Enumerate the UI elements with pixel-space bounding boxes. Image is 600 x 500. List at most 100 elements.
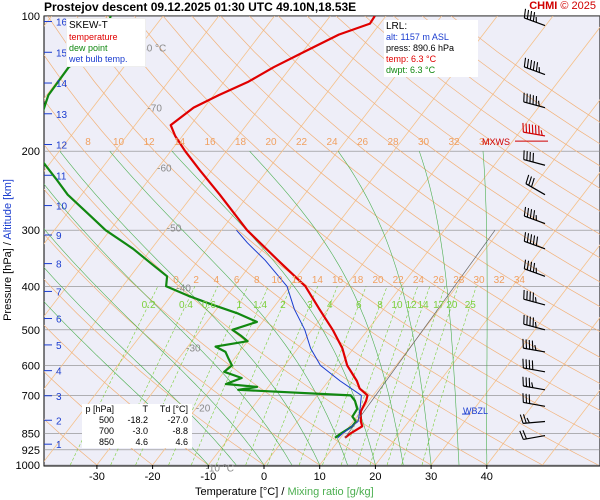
wind-barb-feather: [523, 232, 527, 242]
dry-adiabat-label-top: 26: [357, 137, 369, 148]
y-axis-title-pressure: Pressure [hPa] /: [2, 242, 14, 321]
wind-barb-staff: [523, 101, 546, 109]
wind-barb-feather: [522, 414, 527, 424]
wind-barb-feather: [519, 430, 524, 440]
moist-adiabat-line: [44, 228, 265, 466]
wind-barb-staff: [523, 385, 546, 391]
dry-adiabat-label-mid: 28: [453, 275, 465, 286]
dry-adiabat-label-top: 32: [448, 137, 460, 148]
dry-adiabat-line: [306, 16, 600, 235]
mixing-ratio-label: 17: [433, 300, 445, 311]
mixing-ratio-line: [267, 286, 338, 466]
level-table-header-t: T: [142, 404, 149, 414]
mixing-ratio-label: 2: [280, 300, 286, 311]
pressure-tick-label: 400: [22, 281, 40, 293]
dry-adiabat-label-mid: 26: [433, 275, 445, 286]
wind-barb-staff: [523, 367, 546, 373]
level-table-cell: -18.2: [127, 415, 148, 425]
lrl-dwpt: dwpt: 6.3 °C: [386, 65, 436, 75]
level-table-header-p: p [hPa]: [85, 404, 114, 414]
dry-adiabat-label-top: 16: [204, 137, 216, 148]
dry-adiabat-line: [278, 16, 600, 259]
temperature-tick-label: 30: [425, 471, 437, 483]
mixing-ratio-line: [340, 286, 405, 466]
isotherm-line: [319, 99, 600, 466]
dry-adiabat-label-top: 10: [113, 137, 125, 148]
wind-barb-feather: [534, 322, 537, 328]
altitude-tick-label: 5: [56, 341, 62, 352]
mixing-ratio-label: 4: [327, 300, 333, 311]
mixing-ratio-line: [356, 286, 419, 466]
wind-barb-staff: [524, 215, 546, 225]
mixing-ratio-label: 6: [356, 300, 362, 311]
isotherm-label: -80 °C: [138, 44, 166, 55]
dry-adiabat-label-mid: 16: [332, 275, 344, 286]
wind-barb: [523, 289, 546, 306]
dry-adiabat-label-mid: 4: [214, 275, 220, 286]
wind-barb-feather: [532, 210, 536, 220]
wind-barb-feather: [540, 130, 543, 136]
mixing-ratio-line: [386, 286, 446, 466]
wind-barb-feather: [535, 62, 539, 72]
isotherm-line: [44, 16, 220, 245]
isotherm-line: [44, 16, 331, 390]
legend-item-wetbulb: wet bulb temp.: [69, 54, 128, 64]
altitude-tick-label: 14: [56, 79, 68, 90]
wind-barb-feather: [529, 261, 533, 272]
wind-barb: [522, 393, 546, 407]
mixing-ratio-label: 20: [446, 300, 458, 311]
lrl-temp: temp: 6.3 °C: [386, 54, 437, 64]
altitude-tick-label: 3: [56, 392, 62, 403]
level-table-cell: 4.6: [135, 437, 148, 447]
parcel-path-line: [344, 230, 496, 439]
temperature-tick-label: 40: [481, 471, 493, 483]
level-table-row: 700 -3.0 -8.8: [82, 426, 192, 437]
x-axis-title-temp: Temperature [°C] /: [195, 486, 285, 498]
wind-barb: [523, 8, 546, 27]
dry-adiabat-line: [44, 233, 320, 466]
isotherm-label: -20: [196, 403, 211, 414]
wind-barb: [522, 338, 546, 353]
moist-adiabat-line: [44, 267, 237, 466]
temperature-tick-label: 10: [314, 471, 326, 483]
level-table-cell: 500: [98, 415, 114, 425]
mixing-ratio-label: 0.2: [142, 300, 156, 311]
moist-adiabat-line: [419, 151, 460, 466]
level-table-cell: -3.0: [132, 426, 148, 436]
wind-barb-feather: [534, 344, 537, 351]
legend-title: SKEW-T: [69, 20, 108, 31]
moist-adiabat-line: [249, 150, 404, 466]
mixing-ratio-label: 1.4: [253, 300, 267, 311]
moist-adiabat-line: [337, 151, 432, 466]
dry-adiabat-label-mid: 32: [494, 275, 506, 286]
dry-adiabat-label-top: 12: [143, 137, 155, 148]
wind-barb-feather: [523, 57, 527, 68]
chart-title: Prostejov descent 09.12.2025 01:30 UTC 4…: [44, 0, 357, 14]
dry-adiabat-label-mid: 34: [514, 275, 526, 286]
series-legend: SKEW-T temperature dew point wet bulb te…: [66, 18, 146, 67]
wind-barb-feather: [519, 414, 524, 424]
wind-barb-feather: [532, 61, 536, 71]
wind-barb-feather: [523, 259, 527, 269]
wind-barb-staff: [523, 131, 546, 137]
wind-barb-staff: [524, 66, 546, 76]
pressure-tick-label: 200: [22, 146, 40, 158]
pressure-tick-label: 100: [22, 11, 40, 23]
copyright: CHMI © 2025: [529, 0, 596, 12]
dry-adiabat-line: [220, 16, 600, 307]
dry-adiabat-label-mid: 6: [234, 275, 240, 286]
legend-item-temperature: temperature: [69, 32, 118, 42]
dry-adiabat-line: [44, 54, 543, 466]
y-axis-title-altitude: Altitude [km]: [2, 179, 14, 240]
altitude-tick-label: 15: [56, 48, 68, 59]
dry-adiabat-label-top: 8: [85, 137, 91, 148]
temperature-tick-label: 20: [369, 471, 381, 483]
level-table-cell: 4.6: [175, 437, 188, 447]
dry-adiabat-line: [44, 143, 432, 466]
wind-barb-staff: [523, 434, 546, 441]
isotherm-line: [44, 16, 387, 463]
wind-barb-staff: [523, 323, 546, 331]
dry-adiabat-label-mid: 12: [292, 275, 304, 286]
dry-adiabat-label-top: 24: [326, 137, 338, 148]
dry-adiabat-label-mid: 18: [352, 275, 364, 286]
